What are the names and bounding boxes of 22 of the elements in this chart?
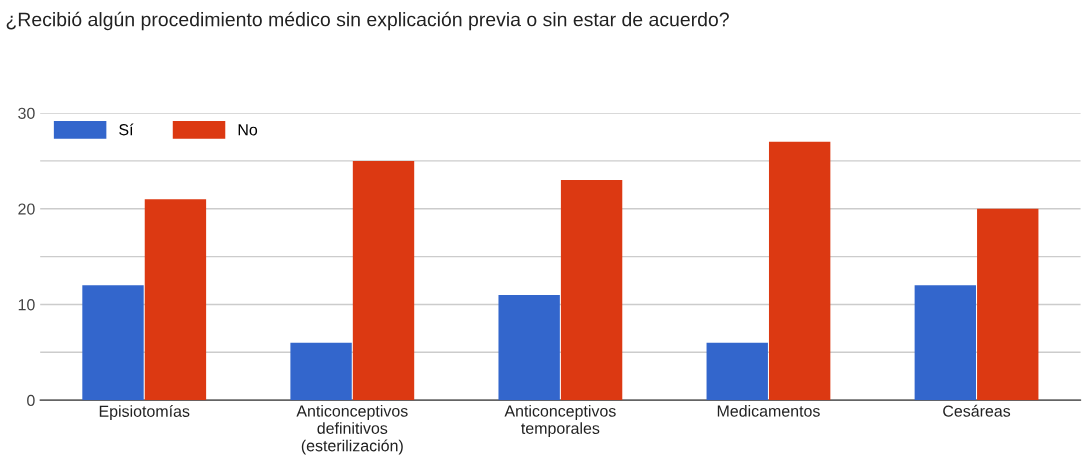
bar [768, 141, 831, 401]
bar [144, 199, 207, 401]
legend-label: Sí [119, 123, 134, 136]
bar [914, 285, 977, 401]
x-tick-label: Episiotomías [99, 405, 190, 421]
y-tick-label: 20 [18, 203, 35, 215]
x-tick-label: Cesáreas [943, 404, 1011, 417]
y-tick-label: 30 [18, 107, 35, 119]
bar [82, 285, 144, 401]
legend-label: No [238, 124, 258, 136]
x-tick-label: Anticonceptivos definitivos (esterilización) [296, 405, 408, 455]
bar [352, 160, 415, 401]
bar [498, 294, 560, 401]
y-tick-label: 0 [27, 394, 35, 407]
bar [560, 180, 623, 401]
x-tick-label: Anticonceptivos temporales [504, 405, 616, 438]
x-tick-label: Medicamentos [717, 405, 820, 417]
y-tick-label: 10 [18, 299, 35, 311]
bar [290, 342, 352, 401]
chart-title: ¿Recibió algún procedimiento médico sin explicación previa o sin estar de acuerdo? [6, 11, 729, 31]
bar [706, 342, 768, 401]
bar [977, 208, 1039, 401]
